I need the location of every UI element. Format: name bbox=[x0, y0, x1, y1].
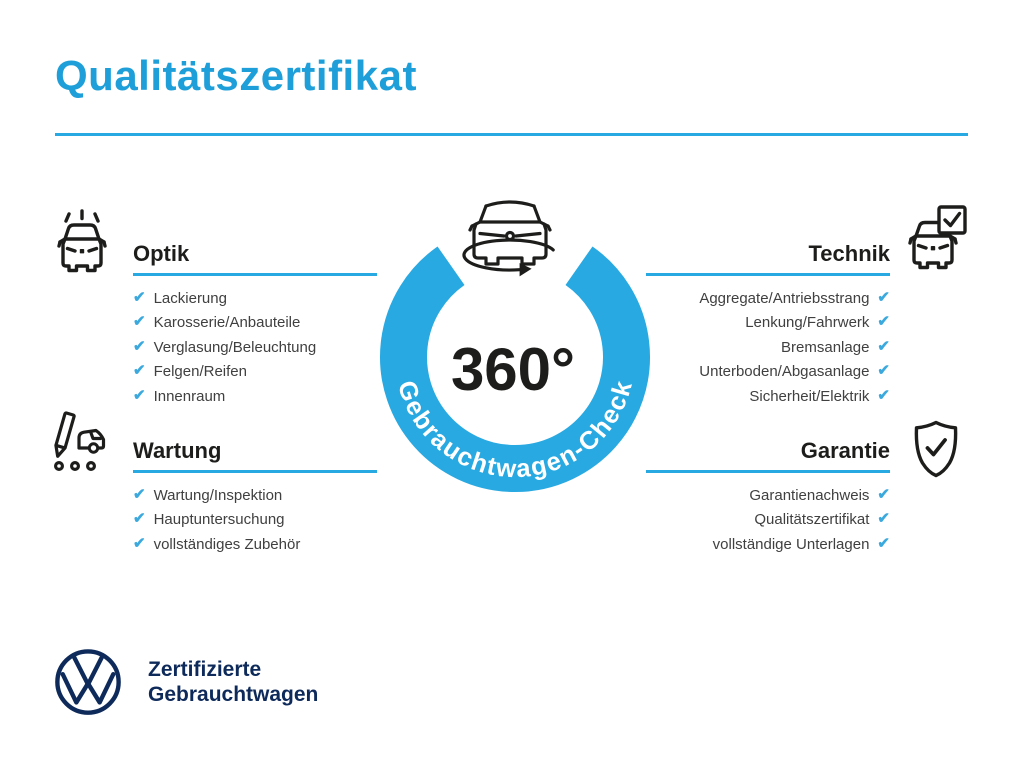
brand-line-1: Zertifizierte bbox=[148, 658, 262, 681]
checkmark-icon: ✔ bbox=[133, 313, 146, 331]
check-item: ✔ Karosserie/Anbauteile bbox=[133, 311, 377, 336]
checkmark-icon: ✔ bbox=[133, 386, 146, 404]
check-item: Garantienachweis ✔ bbox=[646, 483, 890, 508]
section-divider bbox=[133, 470, 377, 473]
checkmark-icon: ✔ bbox=[877, 362, 890, 380]
checkmark-icon: ✔ bbox=[133, 485, 146, 503]
check-item: Lenkung/Fahrwerk ✔ bbox=[646, 311, 890, 336]
check-item: ✔ vollständiges Zubehör bbox=[133, 532, 377, 557]
check-item-label: Qualitätszertifikat bbox=[754, 511, 870, 529]
vw-logo bbox=[53, 647, 123, 717]
service-checklist-icon bbox=[44, 407, 112, 473]
section-divider bbox=[646, 470, 890, 473]
check-item-label: Aggregate/Antriebsstrang bbox=[699, 289, 870, 307]
check-item-label: vollständiges Zubehör bbox=[153, 535, 301, 553]
check-item-label: Hauptuntersuchung bbox=[153, 511, 285, 529]
checkmark-icon: ✔ bbox=[877, 534, 890, 552]
checkmark-icon: ✔ bbox=[133, 288, 146, 306]
check-item: Sicherheit/Elektrik ✔ bbox=[646, 384, 890, 409]
footer-brand: Zertifizierte Gebrauchtwagen bbox=[53, 647, 318, 717]
check-item-label: Bremsanlage bbox=[781, 338, 870, 356]
checkmark-icon: ✔ bbox=[877, 288, 890, 306]
section-optik: Optik ✔ Lackierung ✔ Karosserie/Anbauteile ✔… bbox=[133, 239, 377, 409]
check-item-label: Verglasung/Beleuchtung bbox=[153, 338, 317, 356]
checkmark-icon: ✔ bbox=[877, 337, 890, 355]
ring-arc bbox=[380, 246, 650, 492]
checkmark-icon: ✔ bbox=[133, 510, 146, 528]
checklist: Garantienachweis ✔ Qualitätszertifikat ✔ vol… bbox=[646, 483, 890, 557]
section-technik: Technik Aggregate/Antriebsstrang ✔ Lenkung… bbox=[646, 239, 890, 409]
section-title: Wartung bbox=[133, 438, 222, 463]
checklist: ✔ Wartung/Inspektion ✔ Hauptuntersuchung ✔ vo… bbox=[133, 483, 377, 557]
section-divider bbox=[646, 273, 890, 276]
check-item-label: Karosserie/Anbauteile bbox=[153, 314, 301, 332]
check-item: vollständige Unterlagen ✔ bbox=[646, 532, 890, 557]
check-item: ✔ Wartung/Inspektion bbox=[133, 483, 377, 508]
degree-value: 360° bbox=[451, 336, 575, 403]
checkmark-icon: ✔ bbox=[877, 510, 890, 528]
360-check-graphic: Gebrauchtwagen-Check 360° bbox=[372, 192, 658, 504]
check-item-label: vollständige Unterlagen bbox=[712, 535, 870, 553]
rotating-car-icon bbox=[462, 200, 555, 277]
section-divider bbox=[133, 273, 377, 276]
shiny-car-icon bbox=[50, 206, 114, 286]
check-item-label: Wartung/Inspektion bbox=[153, 486, 283, 504]
checkmark-icon: ✔ bbox=[133, 337, 146, 355]
check-item: ✔ Hauptuntersuchung bbox=[133, 508, 377, 533]
check-item: Unterboden/Abgasanlage ✔ bbox=[646, 360, 890, 385]
section-title: Optik bbox=[133, 241, 190, 266]
check-item: ✔ Felgen/Reifen bbox=[133, 360, 377, 385]
check-item: ✔ Lackierung bbox=[133, 286, 377, 311]
brand-line-2: Gebrauchtwagen bbox=[148, 683, 319, 706]
brand-text: Zertifizierte Gebrauchtwagen bbox=[148, 657, 318, 707]
check-item-label: Felgen/Reifen bbox=[153, 363, 247, 381]
check-item: Qualitätszertifikat ✔ bbox=[646, 508, 890, 533]
checkmark-icon: ✔ bbox=[133, 534, 146, 552]
check-item-label: Unterboden/Abgasanlage bbox=[699, 363, 870, 381]
checkmark-icon: ✔ bbox=[133, 362, 146, 380]
car-checkbox-icon bbox=[902, 204, 970, 284]
check-item-label: Garantienachweis bbox=[749, 486, 870, 504]
check-item-label: Innenraum bbox=[153, 387, 226, 405]
section-title: Garantie bbox=[800, 438, 890, 463]
page-title: Qualitätszertifikat bbox=[55, 52, 417, 99]
checkmark-icon: ✔ bbox=[877, 386, 890, 404]
check-item-label: Sicherheit/Elektrik bbox=[749, 387, 870, 405]
check-item-label: Lenkung/Fahrwerk bbox=[745, 314, 870, 332]
checklist: ✔ Lackierung ✔ Karosserie/Anbauteile ✔ Vergla… bbox=[133, 286, 377, 409]
section-garantie: Garantie Garantienachweis ✔ Qualitätszerti… bbox=[646, 436, 890, 557]
check-item: ✔ Verglasung/Beleuchtung bbox=[133, 335, 377, 360]
check-item: Bremsanlage ✔ bbox=[646, 335, 890, 360]
checkmark-icon: ✔ bbox=[877, 313, 890, 331]
shield-check-icon bbox=[908, 418, 964, 482]
checkmark-icon: ✔ bbox=[877, 485, 890, 503]
checklist: Aggregate/Antriebsstrang ✔ Lenkung/Fahrwer… bbox=[646, 286, 890, 409]
title-divider bbox=[55, 133, 968, 136]
check-item: ✔ Innenraum bbox=[133, 384, 377, 409]
check-item-label: Lackierung bbox=[153, 289, 227, 307]
section-title: Technik bbox=[808, 241, 890, 266]
check-item: Aggregate/Antriebsstrang ✔ bbox=[646, 286, 890, 311]
section-wartung: Wartung ✔ Wartung/Inspektion ✔ Hauptuntersu… bbox=[133, 436, 377, 557]
